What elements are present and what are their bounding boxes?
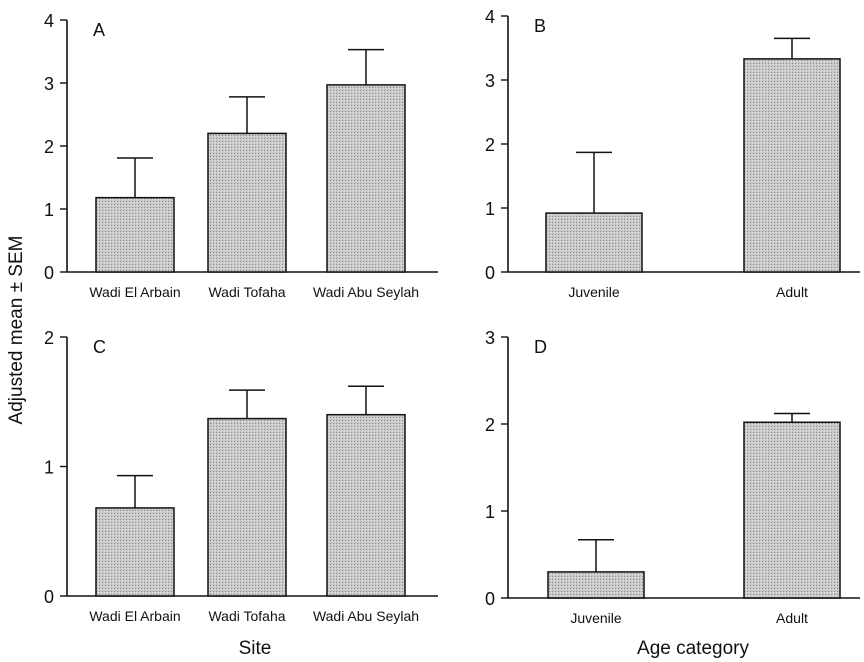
panel-c-y-tick-label: 1 bbox=[44, 458, 54, 478]
panel-a-bar bbox=[207, 132, 287, 273]
panel-c-bar bbox=[207, 417, 287, 597]
panel-c-label: C bbox=[93, 337, 106, 357]
panel-a-y-tick-label: 0 bbox=[44, 263, 54, 283]
panel-d-y-tick-label: 3 bbox=[485, 328, 495, 348]
panel-a-bar bbox=[95, 196, 175, 273]
panel-a-category-label: Wadi Abu Seylah bbox=[313, 284, 419, 300]
panel-b-y-tick-label: 0 bbox=[485, 263, 495, 283]
panel-a-category-label: Wadi El Arbain bbox=[89, 284, 180, 300]
panel-b-category-label: Juvenile bbox=[568, 284, 620, 300]
panel-d-bar bbox=[743, 421, 841, 599]
panel-b-bar bbox=[743, 58, 841, 273]
age-category-x-axis-label: Age category bbox=[637, 638, 749, 659]
panel-a-label: A bbox=[93, 20, 105, 40]
panel-b-y-tick-label: 1 bbox=[485, 199, 495, 219]
panel-d-category-label: Juvenile bbox=[570, 610, 622, 626]
panel-b-bar bbox=[545, 212, 643, 273]
site-x-axis-label: Site bbox=[239, 638, 272, 659]
panel-a-category-label: Wadi Tofaha bbox=[208, 284, 285, 300]
panel-d-y-tick-label: 2 bbox=[485, 415, 495, 435]
panel-a-y-tick-label: 4 bbox=[44, 11, 54, 31]
panel-a-y-tick-label: 1 bbox=[44, 200, 54, 220]
panel-c-y-tick-label: 0 bbox=[44, 587, 54, 607]
panel-c-category-label: Wadi Tofaha bbox=[208, 608, 285, 624]
panel-a-y-tick-label: 3 bbox=[44, 74, 54, 94]
panel-d-y-tick-label: 1 bbox=[485, 502, 495, 522]
panel-b-category-label: Adult bbox=[776, 284, 808, 300]
panel-d-bar bbox=[547, 571, 645, 599]
panel-b-y-tick-label: 4 bbox=[485, 7, 495, 27]
panel-a-bar bbox=[326, 84, 406, 273]
panel-b-label: B bbox=[534, 16, 546, 36]
panel-b-y-tick-label: 2 bbox=[485, 135, 495, 155]
panel-c-category-label: Wadi El Arbain bbox=[89, 608, 180, 624]
panel-d-category-label: Adult bbox=[776, 610, 808, 626]
panel-b-y-tick-label: 3 bbox=[485, 71, 495, 91]
panel-c-bar bbox=[95, 507, 175, 597]
panel-c-y-tick-label: 2 bbox=[44, 328, 54, 348]
panel-d-label: D bbox=[534, 337, 547, 357]
panel-c-bar bbox=[326, 413, 406, 597]
panel-c-category-label: Wadi Abu Seylah bbox=[313, 608, 419, 624]
panel-d-y-tick-label: 0 bbox=[485, 589, 495, 609]
figure-y-axis-label: Adjusted mean ± SEM bbox=[6, 236, 27, 425]
panel-a-y-tick-label: 2 bbox=[44, 137, 54, 157]
